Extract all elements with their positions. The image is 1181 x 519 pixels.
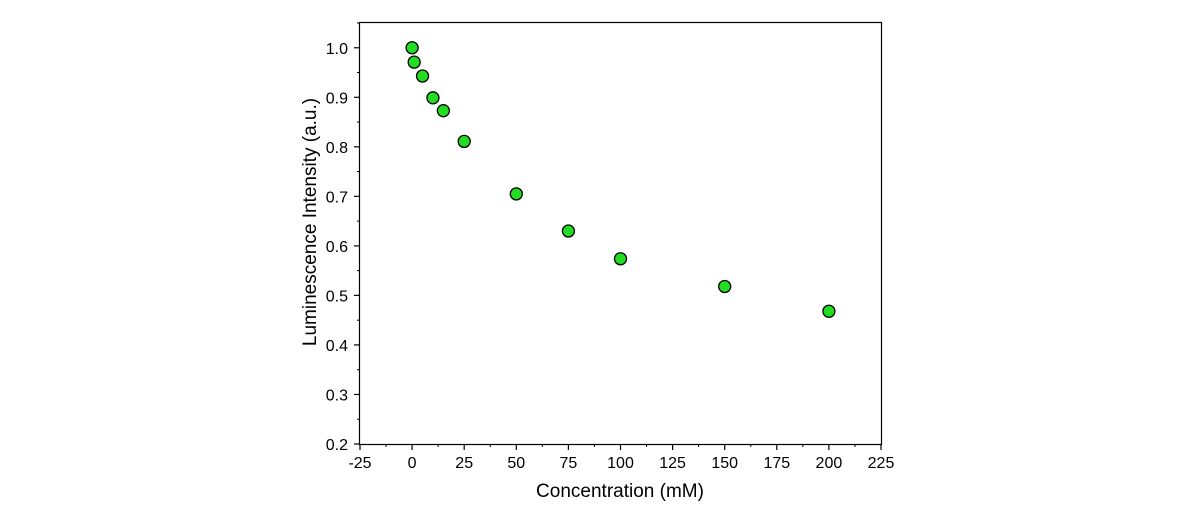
x-tick-label: 225 bbox=[868, 455, 895, 472]
x-tick-label: 100 bbox=[607, 455, 634, 472]
x-tick-label: 75 bbox=[560, 455, 578, 472]
data-point bbox=[561, 224, 576, 238]
y-tick-label: 0.2 bbox=[326, 437, 348, 454]
x-tick-label: 25 bbox=[455, 455, 473, 472]
data-point bbox=[405, 41, 419, 55]
plot-frame bbox=[358, 21, 883, 446]
y-tick-label: 1.0 bbox=[326, 41, 348, 58]
y-tick-label: 0.4 bbox=[326, 338, 348, 355]
y-tick-label: 0.5 bbox=[326, 288, 348, 305]
x-axis-title: Concentration (mM) bbox=[536, 481, 704, 502]
data-point bbox=[457, 134, 471, 149]
y-tick-label: 0.8 bbox=[326, 140, 348, 157]
x-tick-label: 200 bbox=[816, 455, 843, 472]
x-tick-label: 175 bbox=[763, 455, 790, 472]
data-point bbox=[436, 104, 451, 118]
y-axis-title: Luminescence Intensity (a.u.) bbox=[300, 98, 321, 346]
x-tick-label: 0 bbox=[408, 455, 417, 472]
data-point bbox=[509, 187, 523, 201]
ticks-layer: -25 0 25 50 75 100 125 150 175 200 225 0.2 0.3 0.4 0.5… bbox=[326, 22, 895, 472]
x-tick-label: 125 bbox=[659, 455, 686, 472]
points-layer bbox=[405, 41, 836, 318]
data-point bbox=[426, 91, 440, 105]
x-tick-label: -25 bbox=[348, 455, 371, 472]
data-point bbox=[718, 279, 732, 294]
y-tick-label: 0.3 bbox=[326, 387, 348, 404]
x-tick-label: 150 bbox=[711, 455, 738, 472]
y-tick-label: 0.6 bbox=[326, 239, 348, 256]
data-point bbox=[415, 69, 430, 83]
data-point bbox=[822, 304, 836, 318]
y-tick-label: 0.9 bbox=[326, 90, 348, 107]
x-tick-label: 50 bbox=[507, 455, 525, 472]
y-tick-label: 0.7 bbox=[326, 189, 348, 206]
data-point bbox=[407, 55, 421, 69]
data-point bbox=[613, 252, 628, 266]
